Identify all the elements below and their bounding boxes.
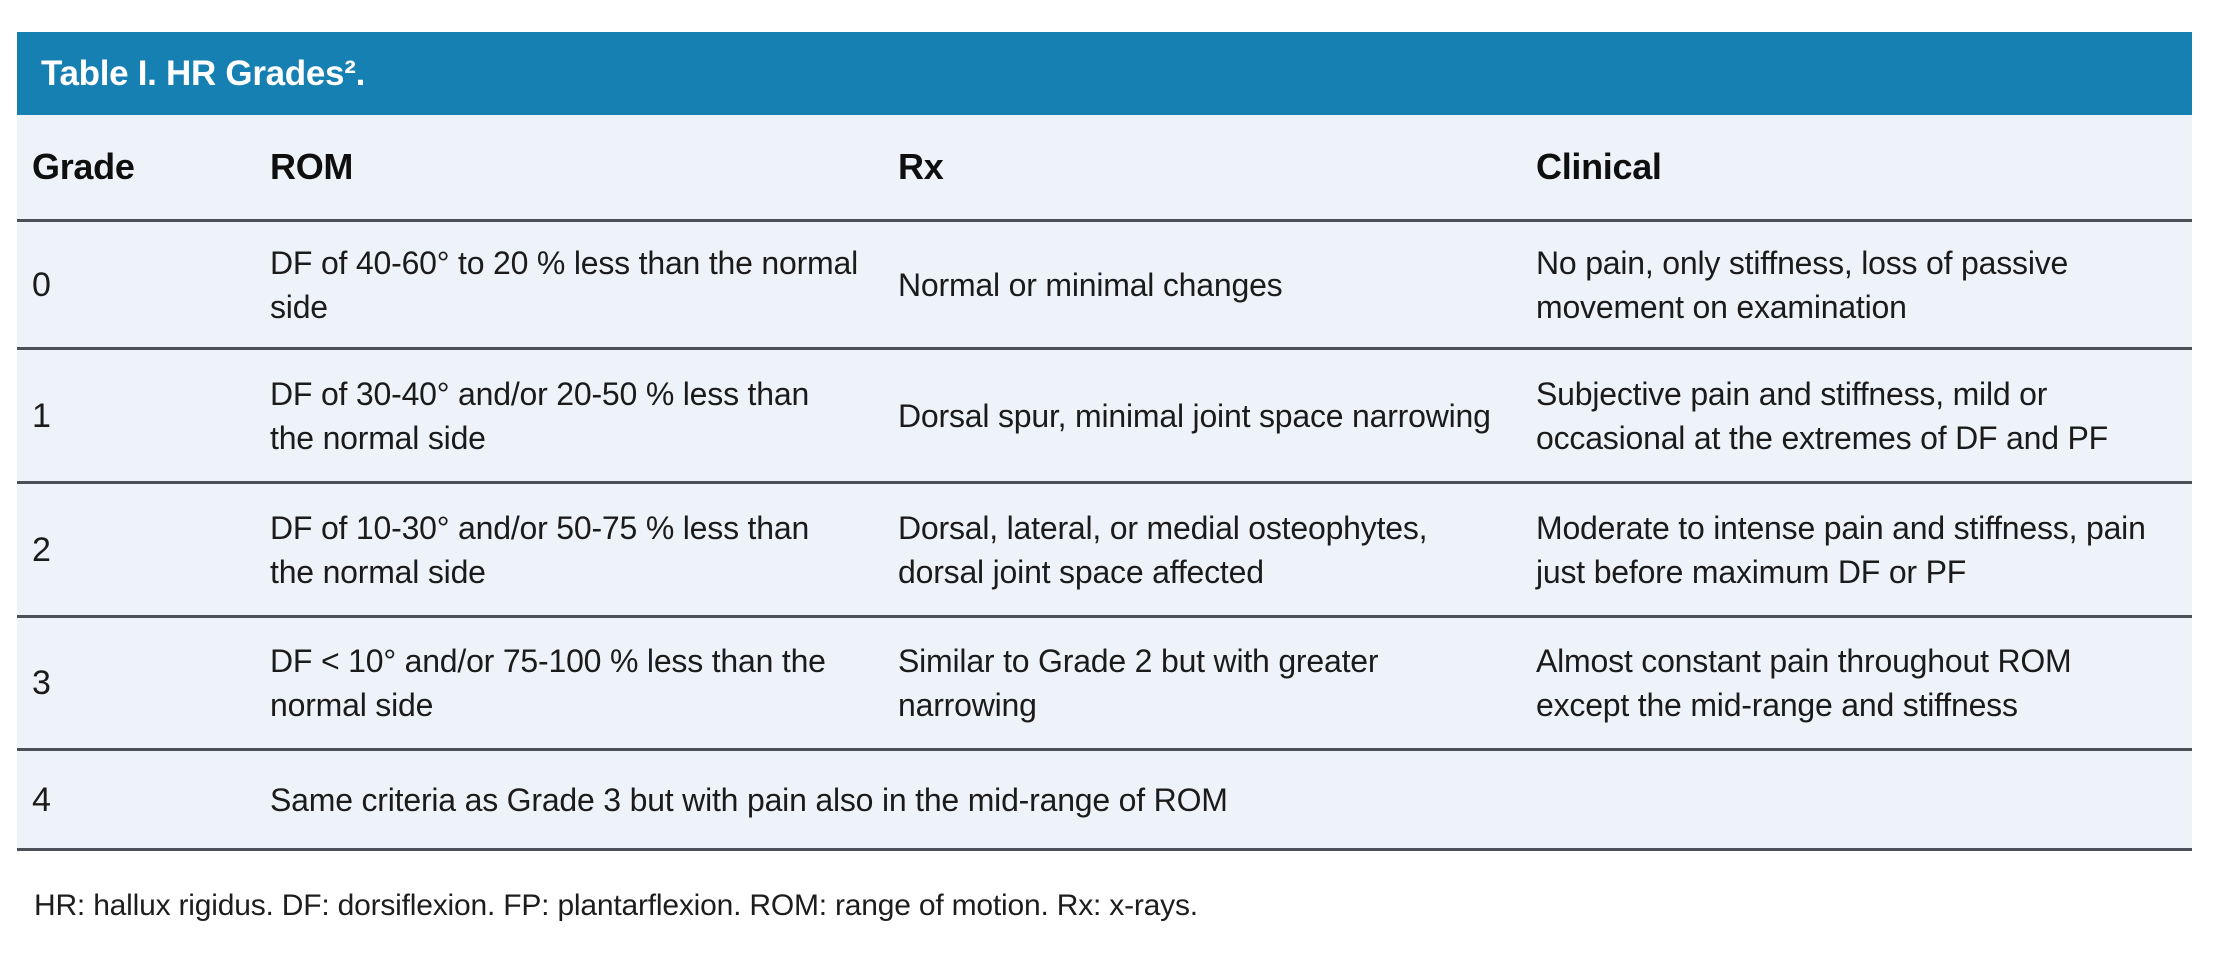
table-title: Table I. HR Grades². bbox=[41, 53, 365, 93]
cell-clinical-0: No pain, only stiffness, loss of passive… bbox=[1522, 220, 2192, 349]
cell-grade-2: 2 bbox=[17, 482, 256, 617]
cell-spanning-4: Same criteria as Grade 3 but with pain a… bbox=[256, 749, 2192, 850]
cell-grade-1: 1 bbox=[17, 348, 256, 483]
cell-grade-4: 4 bbox=[17, 749, 256, 850]
cell-rom-2: DF of 10-30° and/or 50-75 % less than th… bbox=[256, 482, 884, 617]
cell-rx-3: Similar to Grade 2 but with greater narr… bbox=[884, 616, 1522, 750]
table-row-grade-2: 2 DF of 10-30° and/or 50-75 % less than … bbox=[17, 482, 2192, 617]
cell-rx-0: Normal or minimal changes bbox=[884, 220, 1522, 349]
cell-rom-3: DF < 10° and/or 75-100 % less than the n… bbox=[256, 616, 884, 750]
table-row-grade-1: 1 DF of 30-40° and/or 20-50 % less than … bbox=[17, 348, 2192, 483]
grades-table: Grade ROM Rx Clinical 0 DF of 40-60° to … bbox=[17, 115, 2192, 851]
cell-clinical-2: Moderate to intense pain and stiffness, … bbox=[1522, 482, 2192, 617]
column-header-grade: Grade bbox=[17, 115, 256, 221]
table-header-row: Grade ROM Rx Clinical bbox=[17, 115, 2192, 221]
table-footnote: HR: hallux rigidus. DF: dorsiflexion. FP… bbox=[34, 889, 1198, 922]
hr-grades-table: Table I. HR Grades². Grade ROM Rx Clinic… bbox=[17, 32, 2192, 851]
cell-clinical-3: Almost constant pain throughout ROM exce… bbox=[1522, 616, 2192, 750]
table-row-grade-0: 0 DF of 40-60° to 20 % less than the nor… bbox=[17, 220, 2192, 349]
cell-rx-1: Dorsal spur, minimal joint space narrowi… bbox=[884, 348, 1522, 483]
table-row-grade-3: 3 DF < 10° and/or 75-100 % less than the… bbox=[17, 616, 2192, 750]
table-title-bar: Table I. HR Grades². bbox=[17, 32, 2192, 115]
cell-grade-0: 0 bbox=[17, 220, 256, 349]
cell-rx-2: Dorsal, lateral, or medial osteophytes, … bbox=[884, 482, 1522, 617]
cell-clinical-1: Subjective pain and stiffness, mild or o… bbox=[1522, 348, 2192, 483]
column-header-rx: Rx bbox=[884, 115, 1522, 221]
cell-grade-3: 3 bbox=[17, 616, 256, 750]
table-row-grade-4: 4 Same criteria as Grade 3 but with pain… bbox=[17, 749, 2192, 850]
cell-rom-1: DF of 30-40° and/or 20-50 % less than th… bbox=[256, 348, 884, 483]
column-header-clinical: Clinical bbox=[1522, 115, 2192, 221]
column-header-rom: ROM bbox=[256, 115, 884, 221]
cell-rom-0: DF of 40-60° to 20 % less than the norma… bbox=[256, 220, 884, 349]
